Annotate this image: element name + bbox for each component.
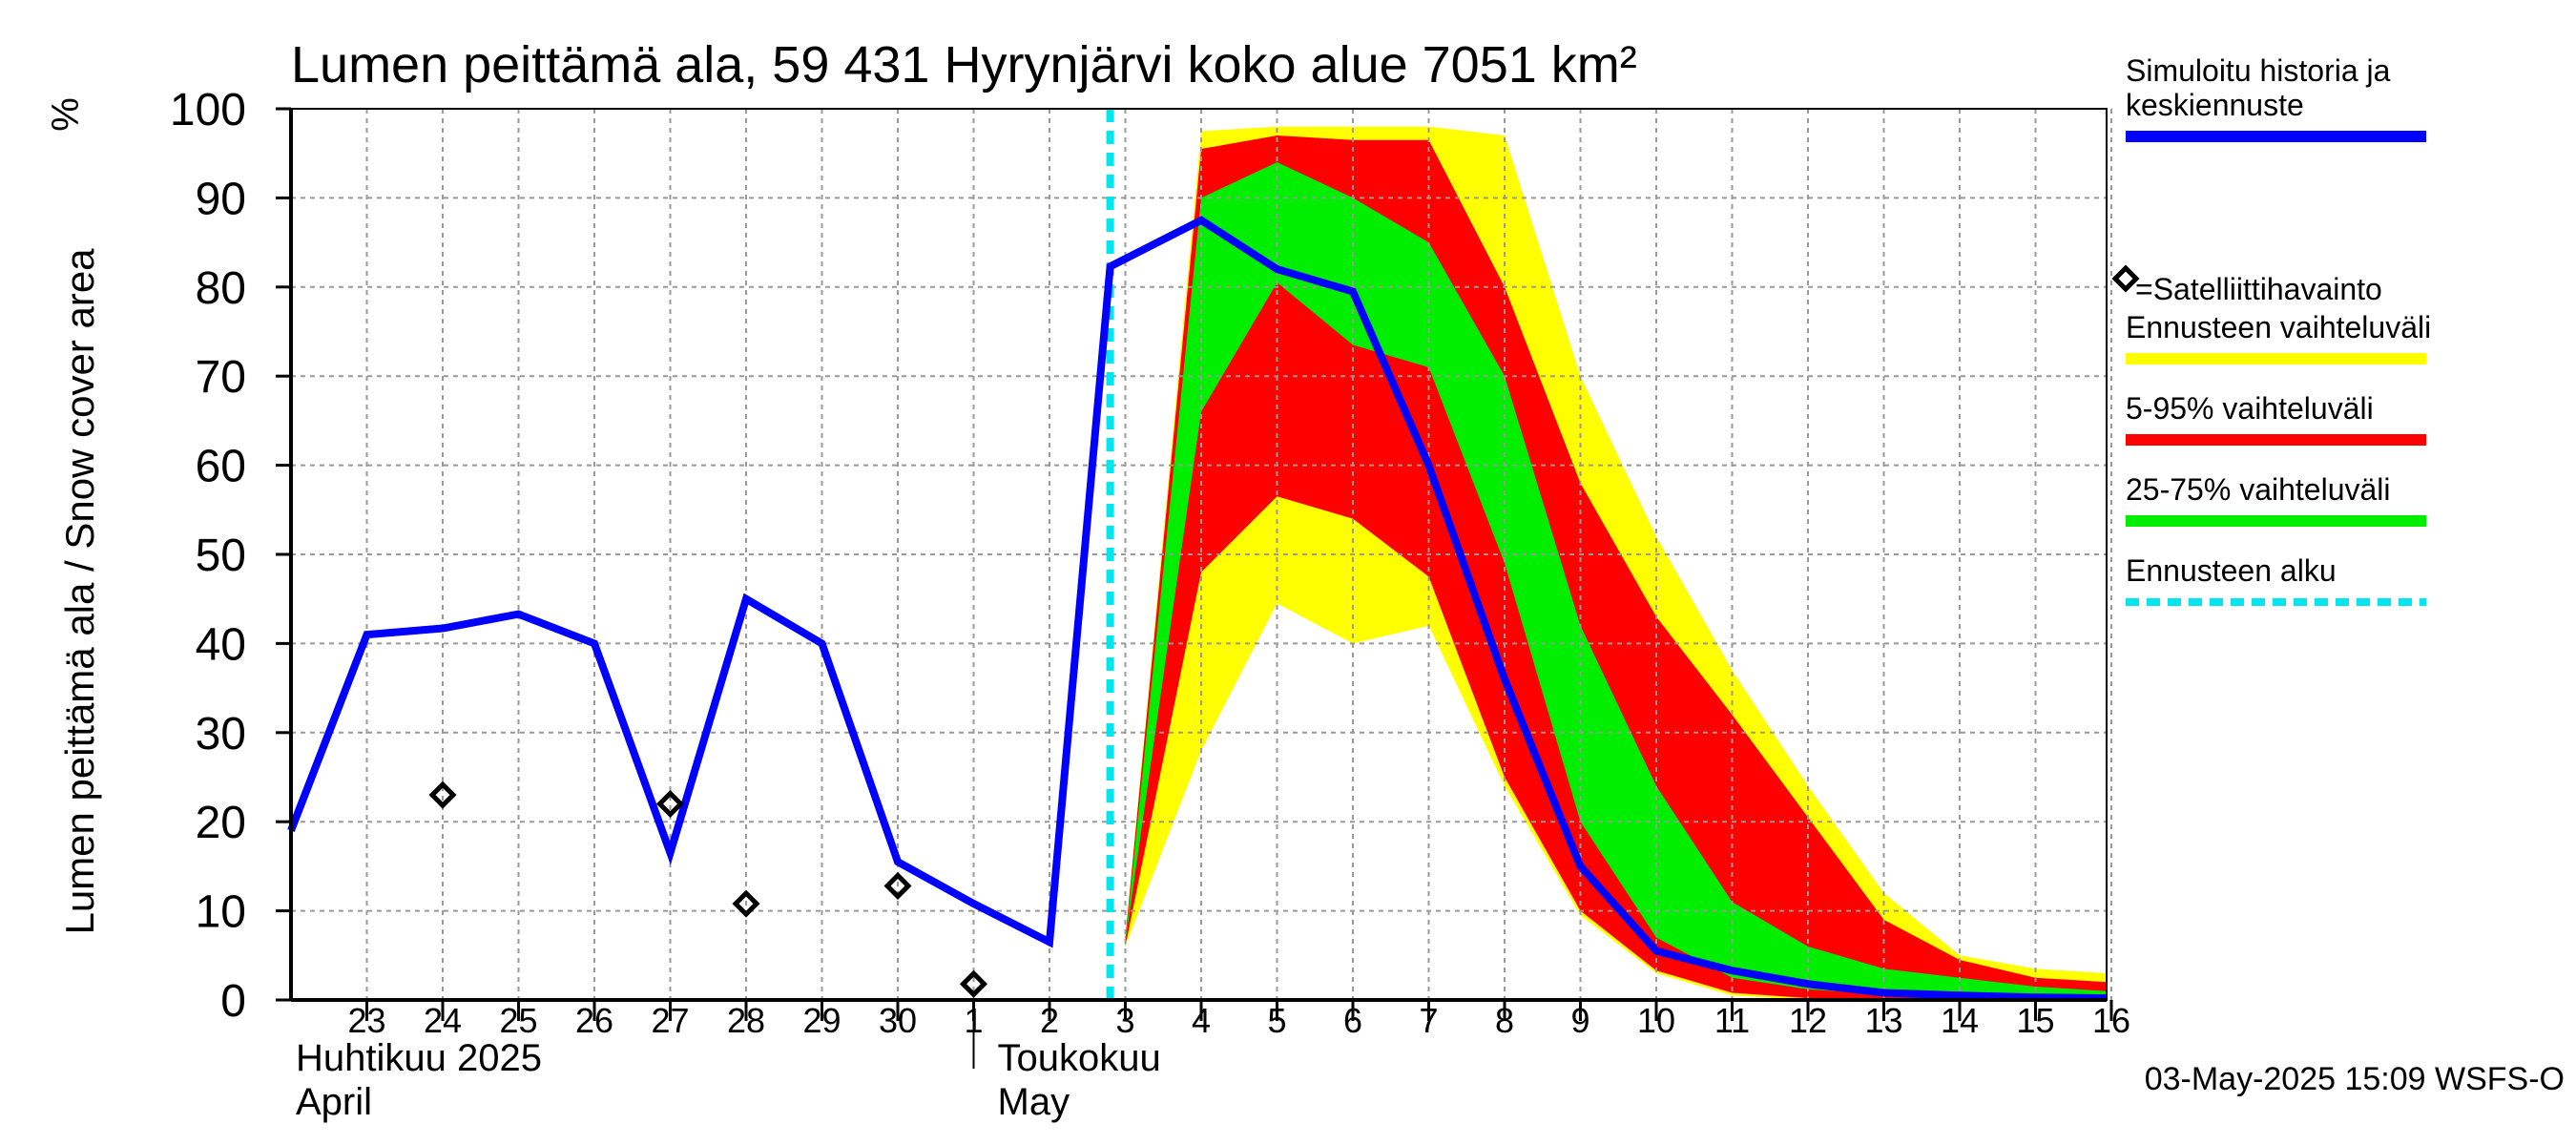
x-tick-label: 6 [1343,1001,1362,1040]
x-tick-label: 23 [347,1001,385,1040]
x-tick-label: 5 [1267,1001,1286,1040]
month-label-line2: April [296,1081,372,1123]
observation-marker [883,871,912,900]
x-tick-label: 7 [1419,1001,1438,1040]
y-tick-label: 70 [196,352,246,403]
x-tick-label: 27 [651,1001,689,1040]
month-label-line1: Huhtikuu 2025 [296,1037,542,1079]
x-tick-label: 10 [1637,1001,1675,1040]
x-tick-label: 13 [1864,1001,1902,1040]
x-tick-label: 11 [1714,1001,1750,1040]
median-series [287,216,2108,1003]
y-tick-label: 90 [196,174,246,224]
x-tick-label: 12 [1789,1001,1827,1040]
x-tick-label: 15 [2016,1001,2054,1040]
y-axis-unit: % [45,97,87,132]
x-tick-label: 8 [1495,1001,1514,1040]
y-tick-label: 50 [196,531,246,581]
x-tick-label: 28 [727,1001,765,1040]
y-tick-label: 10 [196,887,246,938]
x-tick-label: 29 [802,1001,841,1040]
y-tick-label: 20 [196,798,246,848]
legend-label: Ennusteen vaihteluväli [2126,310,2431,344]
x-tick-label: 14 [1941,1001,1979,1040]
x-tick-label: 30 [879,1001,917,1040]
legend-label: 5-95% vaihteluväli [2126,391,2374,426]
grid-lines [291,109,2112,1000]
month-label-line1: Toukokuu [998,1037,1161,1079]
observation-marker [655,789,685,819]
x-axis-ticks: 23 24 25 26 27 28 29 30 1 2 3 4 5 6 7 8 9 10 11 12 13 14 15 16 [347,1000,2130,1069]
observation-marker [732,889,760,918]
x-tick-label: 24 [424,1001,462,1040]
x-tick-label: 16 [2092,1001,2130,1040]
x-tick-label: 2 [1040,1001,1059,1040]
legend-label: Simuloitu historia ja [2126,53,2391,88]
x-tick-label: 25 [499,1001,537,1040]
observation-marker [959,969,988,998]
band-5-95 [1125,135,2107,1000]
y-tick-label: 80 [196,263,246,314]
y-axis-label: Lumen peittämä ala / Snow cover area [57,248,102,935]
y-tick-label: 30 [196,709,246,760]
observation-marker [428,781,457,809]
forecast-bands [1125,126,2107,1000]
band-25-75 [1125,162,2107,1000]
y-tick-label: 60 [196,442,246,492]
x-tick-label: 4 [1192,1001,1211,1040]
x-tick-label: 9 [1570,1001,1589,1040]
legend-label: keskiennuste [2126,88,2304,122]
y-tick-label: 40 [196,619,246,670]
y-tick-label: 0 [220,976,246,1027]
x-tick-label: 26 [575,1001,613,1040]
legend-label: 25-75% vaihteluväli [2126,472,2391,507]
legend-diamond [2111,264,2140,293]
y-tick-label: 100 [170,85,246,135]
legend-label: Ennusteen alku [2126,553,2337,588]
footer-timestamp: 03-May-2025 15:09 WSFS-O [2145,1061,2565,1097]
chart-title: Lumen peittämä ala, 59 431 Hyrynjärvi ko… [291,36,1637,94]
median-line [287,216,2108,1003]
legend-label: =Satelliittihavainto [2135,272,2382,306]
x-tick-label: 3 [1115,1001,1134,1040]
y-axis-ticks: 0 10 20 30 40 50 60 70 80 90 100 [170,85,291,1027]
satellite-observations [428,781,988,998]
month-label-line2: May [998,1081,1070,1123]
